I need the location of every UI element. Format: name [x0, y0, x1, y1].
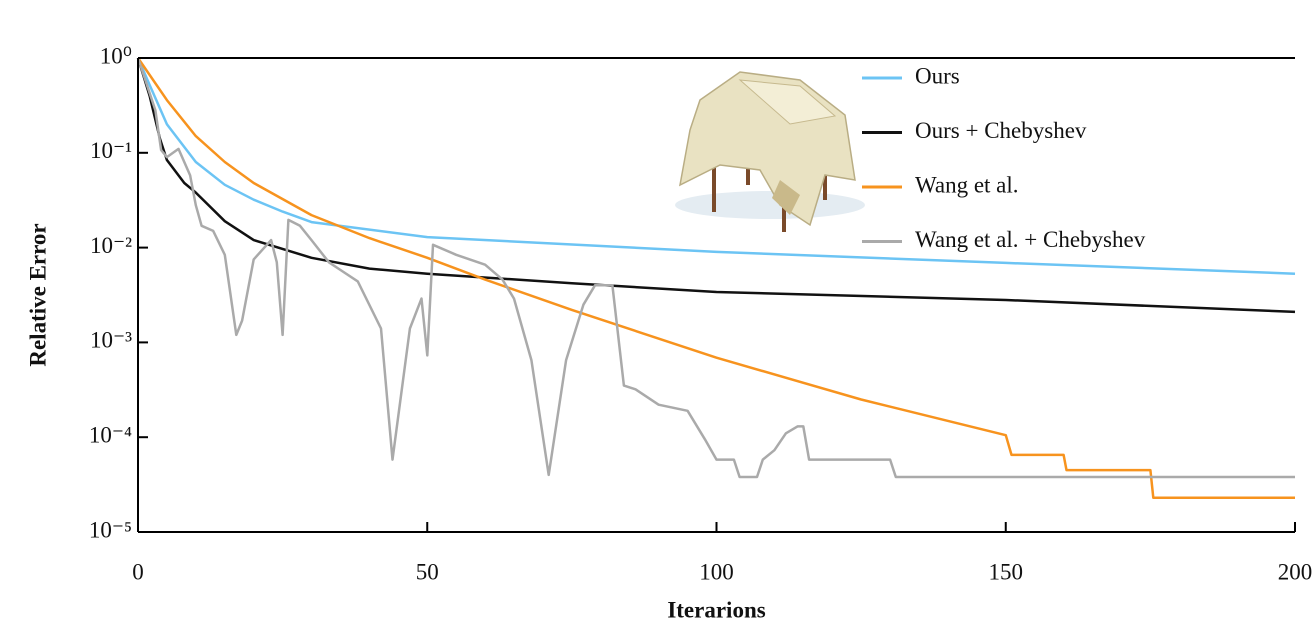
y-tick-label: 10⁻¹: [90, 138, 132, 163]
legend-label: Wang et al. + Chebyshev: [915, 227, 1146, 252]
legend-label: Ours + Chebyshev: [915, 118, 1087, 143]
series-line: [136, 57, 1296, 275]
series-line: [136, 57, 1295, 499]
inset-image: [675, 71, 865, 232]
legend-label: Ours: [915, 63, 960, 88]
y-tick-label: 10⁻⁵: [89, 517, 132, 542]
x-tick-label: 0: [132, 559, 144, 584]
x-tick-label: 150: [989, 559, 1024, 584]
x-axis-label: Iterarions: [667, 597, 765, 622]
series-line: [136, 57, 1296, 314]
x-tick-label: 50: [416, 559, 439, 584]
x-tick-label: 100: [699, 559, 734, 584]
y-tick-label: 10⁻⁴: [89, 422, 132, 447]
y-tick-label: 10⁻²: [90, 233, 132, 258]
y-tick-label: 10⁰: [100, 43, 132, 68]
y-axis-label: Relative Error: [25, 223, 50, 366]
x-tick-label: 200: [1278, 559, 1313, 584]
y-tick-label: 10⁻³: [90, 328, 132, 353]
legend-label: Wang et al.: [915, 172, 1019, 197]
series-line: [136, 57, 1295, 479]
